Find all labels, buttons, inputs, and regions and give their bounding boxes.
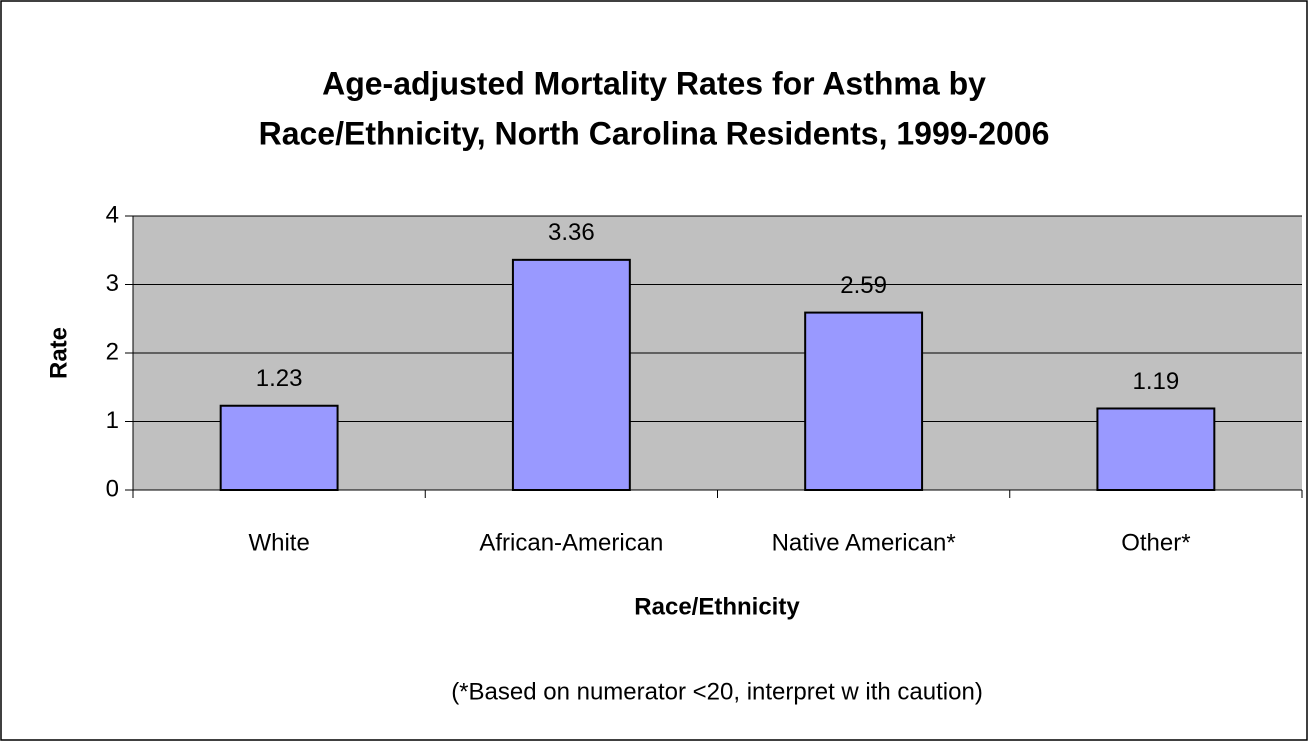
x-axis-label: Race/Ethnicity bbox=[634, 593, 800, 620]
data-label: 1.23 bbox=[256, 365, 303, 392]
x-tick-label: White bbox=[248, 529, 309, 556]
y-tick-label: 1 bbox=[106, 407, 119, 434]
data-label: 2.59 bbox=[840, 272, 887, 299]
chart-title: Age-adjusted Mortality Rates for Asthma … bbox=[322, 65, 986, 101]
data-label: 3.36 bbox=[548, 219, 595, 246]
y-tick-label: 3 bbox=[106, 270, 119, 297]
y-tick-label: 2 bbox=[106, 338, 119, 365]
data-label: 1.19 bbox=[1133, 368, 1180, 395]
bar bbox=[1096, 407, 1216, 491]
bar bbox=[511, 258, 631, 491]
y-tick-label: 4 bbox=[106, 201, 119, 228]
chart-title: Race/Ethnicity, North Carolina Residents… bbox=[259, 115, 1050, 151]
note: (*Based on numerator <20, interpret w it… bbox=[451, 678, 983, 705]
x-tick-label: Native American* bbox=[772, 529, 956, 556]
bar bbox=[804, 311, 924, 491]
bar bbox=[219, 404, 339, 491]
y-axis-label: Rate bbox=[45, 327, 72, 379]
x-tick-label: African-American bbox=[479, 529, 663, 556]
x-tick-label: Other* bbox=[1121, 529, 1190, 556]
y-tick-label: 0 bbox=[106, 475, 119, 502]
